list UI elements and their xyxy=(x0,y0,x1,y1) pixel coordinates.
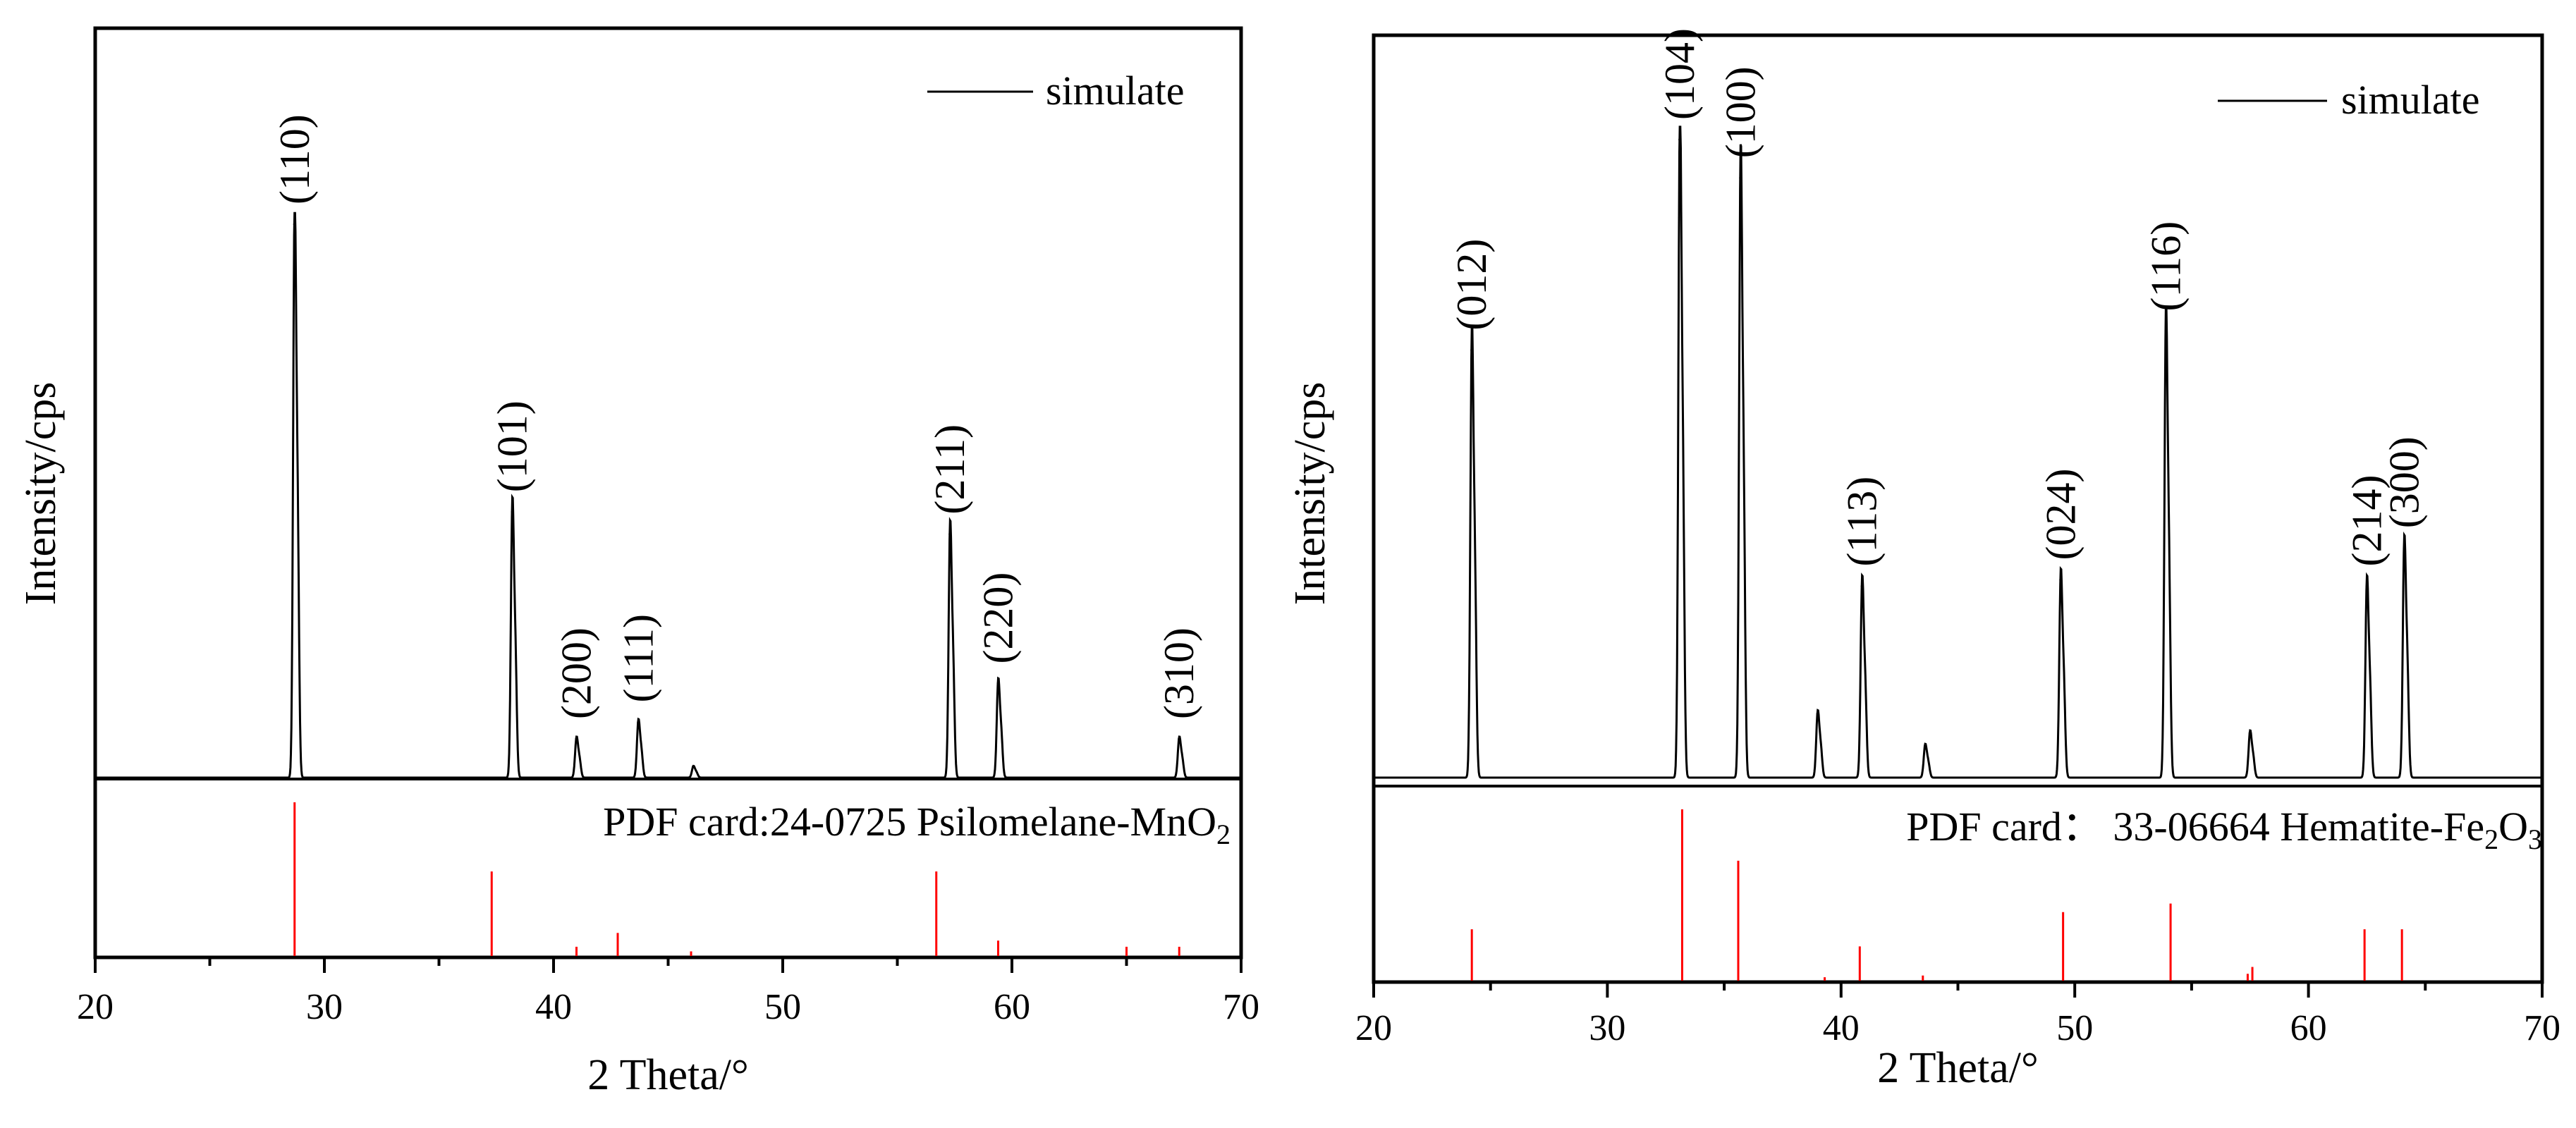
simulate-peak-point xyxy=(293,223,296,226)
x-tick-label: 50 xyxy=(764,987,801,1027)
peak-hkl-label: (211) xyxy=(927,424,973,515)
simulate-peak-point xyxy=(1816,712,1819,716)
x-tick-label: 60 xyxy=(2290,1008,2327,1048)
peak-hkl-label: (220) xyxy=(975,572,1022,664)
simulate-peak-point xyxy=(1860,584,1864,588)
pdf-card-label: PDF card： 33-06664 Hematite-Fe2O3 xyxy=(1906,804,2542,855)
psilomelane-panel: 20 30 40 50 60 70 2 Theta/° Intensity/cps (110) (… xyxy=(17,26,1259,1099)
simulate-peak-point xyxy=(2365,584,2369,588)
simulate-peak-point xyxy=(1739,176,1742,180)
pdf-card-label: PDF card:24-0725 Psilomelane-MnO2 xyxy=(603,799,1231,850)
simulate-peak-point xyxy=(692,765,695,768)
pdf-card-text: PDF card： 33-06664 Hematite-Fe xyxy=(1906,804,2484,850)
hematite-panel: 20 30 40 50 60 70 2 Theta/° Intensity/cps (012) (… xyxy=(1286,28,2560,1092)
peak-hkl-label: (310) xyxy=(1156,627,1202,719)
peak-hkl-label: (101) xyxy=(489,400,536,492)
x-tick-label: 20 xyxy=(77,987,114,1027)
pdf-card-subscript: 2 xyxy=(1216,819,1231,850)
x-tick-label: 60 xyxy=(994,987,1030,1027)
x-tick-label: 30 xyxy=(1589,1008,1625,1048)
y-axis-title: Intensity/cps xyxy=(1286,382,1334,606)
simulate-peak-point xyxy=(1678,138,1682,141)
simulate-peak-point xyxy=(575,737,578,741)
x-tick-label: 40 xyxy=(1823,1008,1860,1048)
peak-hkl-label: (012) xyxy=(1448,239,1495,331)
simulate-peak-point xyxy=(1470,348,1474,352)
x-tick-label: 70 xyxy=(2524,1008,2560,1048)
x-axis-title: 2 Theta/° xyxy=(1877,1044,2039,1092)
x-tick-label: 40 xyxy=(535,987,572,1027)
pdf-card-suffix: O xyxy=(2498,804,2528,850)
x-tick-label: 30 xyxy=(306,987,343,1027)
legend-label: simulate xyxy=(1046,68,1185,114)
peak-hkl-label: (100) xyxy=(1717,66,1764,158)
x-axis-title: 2 Theta/° xyxy=(587,1051,749,1099)
x-tick-label: 70 xyxy=(1223,987,1259,1027)
x-tick-label: 20 xyxy=(1355,1008,1392,1048)
simulate-peak-point xyxy=(2059,578,2063,582)
legend-label: simulate xyxy=(2341,77,2480,123)
simulate-peak-point xyxy=(948,532,952,536)
peak-hkl-label: (104) xyxy=(1656,28,1703,120)
pdf-card-subscript: 2 xyxy=(2484,823,2498,855)
simulate-peak-point xyxy=(637,721,640,724)
simulate-peak-point xyxy=(511,510,514,514)
simulate-peak-point xyxy=(1924,744,1927,747)
peak-hkl-label: (113) xyxy=(1839,477,1886,567)
pdf-card-suffix-subscript: 3 xyxy=(2528,823,2542,855)
simulate-peak-point xyxy=(996,682,1000,685)
simulate-pattern-line xyxy=(1374,125,2542,779)
peak-hkl-label: (200) xyxy=(554,627,600,719)
simulate-peak-point xyxy=(2403,546,2406,550)
peak-hkl-label: (111) xyxy=(615,614,661,703)
pdf-card-text: PDF card:24-0725 Psilomelane-MnO xyxy=(603,799,1216,845)
x-tick-label: 50 xyxy=(2056,1008,2093,1048)
simulate-pattern-line xyxy=(95,212,1241,779)
peak-hkl-label: (116) xyxy=(2142,221,2189,312)
peak-hkl-label: (300) xyxy=(2381,436,2427,528)
simulate-peak-point xyxy=(2248,731,2252,735)
peak-hkl-label: (024) xyxy=(2037,468,2084,560)
peak-hkl-label: (110) xyxy=(271,114,318,204)
simulate-peak-point xyxy=(1178,737,1181,741)
y-axis-title: Intensity/cps xyxy=(17,382,65,606)
peak-hkl-label: (214) xyxy=(2343,475,2390,567)
simulate-peak-point xyxy=(2164,329,2168,333)
